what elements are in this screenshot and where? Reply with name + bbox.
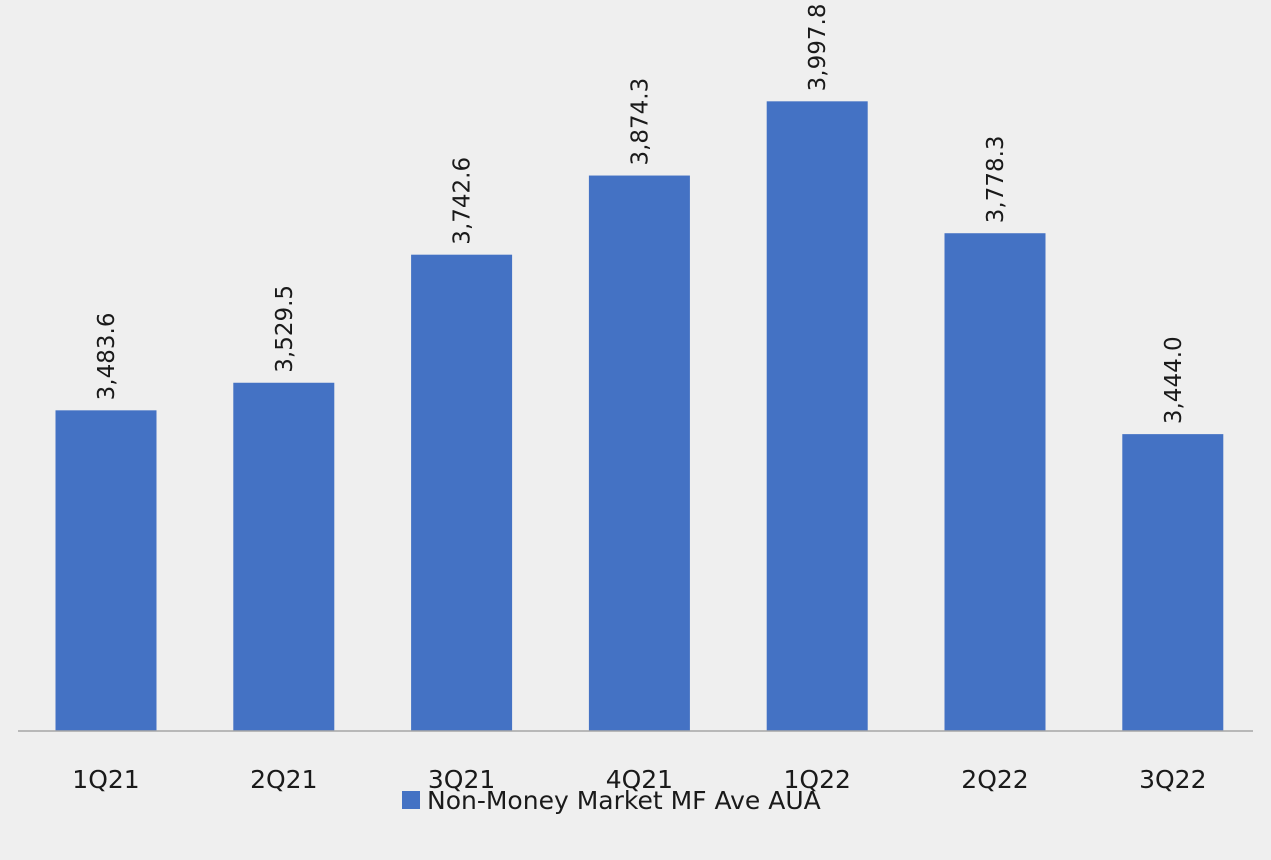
data-label-1Q22: 3,997.8 [805,4,831,92]
bar-1Q22 [766,101,868,732]
x-tick-label-1Q21: 1Q21 [72,765,139,794]
bar-4Q21 [588,175,690,731]
bar-3Q21 [411,254,513,731]
legend-label: Non-Money Market MF Ave AUA [427,786,821,815]
legend: Non-Money Market MF Ave AUA [402,786,821,815]
data-label-2Q21: 3,529.5 [272,285,298,373]
data-label-3Q22: 3,444.0 [1161,336,1187,424]
data-labels-group: 3,483.6 3,529.5 3,742.6 3,874.3 3,997.8 3,778… [94,4,1187,425]
bars-group [55,101,1224,732]
x-tick-label-2Q22: 2Q22 [961,765,1028,794]
data-label-1Q21: 3,483.6 [94,313,120,401]
bar-3Q22 [1122,434,1224,731]
x-tick-label-4Q21: 4Q21 [606,765,673,794]
x-tick-label-3Q21: 3Q21 [428,765,495,794]
data-label-4Q21: 3,874.3 [627,78,653,166]
x-tick-label-3Q22: 3Q22 [1139,765,1206,794]
data-label-3Q21: 3,742.6 [450,157,476,245]
bar-2Q22 [944,233,1046,731]
data-label-2Q22: 3,778.3 [983,135,1009,223]
x-tick-label-1Q22: 1Q22 [783,765,850,794]
x-tick-labels-group: 1Q21 2Q21 3Q21 4Q21 1Q22 2Q22 3Q22 [72,765,1206,794]
bar-2Q21 [233,382,335,731]
x-tick-label-2Q21: 2Q21 [250,765,317,794]
legend-swatch [402,791,420,809]
bar-1Q21 [55,410,157,731]
